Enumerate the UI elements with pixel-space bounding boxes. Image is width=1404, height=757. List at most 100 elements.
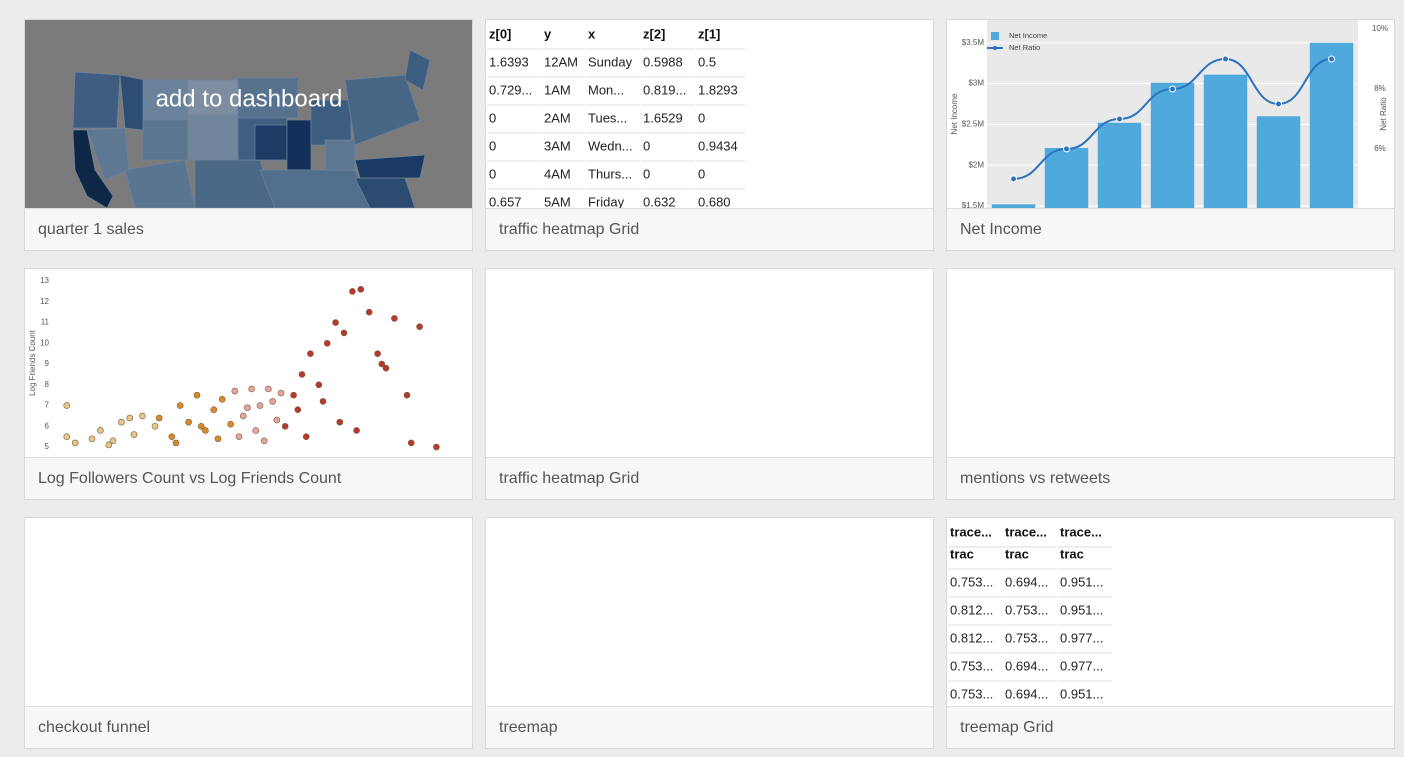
scatter-point xyxy=(315,381,323,389)
y-tick-label: 6% xyxy=(1374,144,1386,153)
scatter-point xyxy=(235,433,243,440)
header-cell: trace... xyxy=(950,524,992,539)
table-cell: 0 xyxy=(489,138,496,153)
card-title[interactable]: traffic heatmap Grid xyxy=(486,457,933,499)
scatter-point xyxy=(256,402,264,409)
table-cell: 0.753... xyxy=(950,658,993,673)
table-cell: Wedn... xyxy=(588,138,633,153)
card-title[interactable]: quarter 1 sales xyxy=(25,208,472,250)
table-cell: 0.977... xyxy=(1060,630,1103,645)
scatter-point xyxy=(210,406,218,413)
line-marker xyxy=(1328,55,1335,63)
header-cell: trace... xyxy=(1005,524,1047,539)
table-cell: 2AM xyxy=(544,110,571,125)
scatter-point xyxy=(336,418,344,426)
legend-swatch xyxy=(991,32,999,40)
table-cell: 0.753... xyxy=(1005,630,1048,645)
table-cell: 1.6393 xyxy=(489,54,529,69)
card-title[interactable]: checkout funnel xyxy=(25,706,472,748)
table-cell: 0.657 xyxy=(489,194,522,208)
overlay-text[interactable]: add to dashboard xyxy=(156,85,343,112)
scatter-point xyxy=(391,315,398,322)
card-title[interactable]: treemap xyxy=(486,706,933,748)
y-tick-label: 9 xyxy=(45,359,50,368)
table-cell: 0.951... xyxy=(1060,602,1103,617)
table-cell: 0.694... xyxy=(1005,574,1048,589)
y-tick-label: 7 xyxy=(45,401,50,410)
scatter-point xyxy=(302,433,310,440)
scatter-point xyxy=(63,433,71,440)
scatter-point xyxy=(88,435,96,443)
table-cell: 12AM xyxy=(544,54,578,69)
table-cell: 0.694... xyxy=(1005,658,1048,673)
bar xyxy=(1203,74,1248,208)
card[interactable]: treemap xyxy=(485,517,934,749)
card-title[interactable]: Log Followers Count vs Log Friends Count xyxy=(25,457,472,499)
scatter-point xyxy=(239,412,247,420)
scatter-point xyxy=(126,414,134,422)
y-axis-title: Log Friends Count xyxy=(28,329,37,396)
table-thumbnail[interactable]: trace... trace... trace... trac trac trac 0.75… xyxy=(947,518,1394,706)
card[interactable]: add to dashboard quarter 1 sales xyxy=(24,19,473,251)
table-cell: 0 xyxy=(698,110,705,125)
card[interactable]: traffic heatmap Grid xyxy=(485,268,934,500)
y-axis-title: Net Income xyxy=(950,93,959,134)
y-tick-label: 6 xyxy=(45,421,50,430)
scatter-point xyxy=(118,418,125,426)
scatter-point xyxy=(172,439,180,447)
header-cell: trace... xyxy=(1060,524,1102,539)
card-title[interactable]: Net Income xyxy=(947,208,1394,250)
scatter-point xyxy=(260,437,268,445)
scatter-point xyxy=(340,329,348,337)
scatter-point xyxy=(403,391,411,399)
scatter-point xyxy=(290,391,297,399)
chart-thumbnail[interactable]: 5 6 7 8 9 10 11 12 13 Log Friends Count xyxy=(25,269,472,457)
scatter-point xyxy=(416,323,423,330)
line-marker xyxy=(1116,115,1123,123)
line-marker xyxy=(1275,100,1282,108)
table-cell: 0.753... xyxy=(1005,602,1048,617)
scatter-point xyxy=(298,371,306,378)
scatter-point xyxy=(365,308,373,316)
header-cell: z[0] xyxy=(489,26,511,41)
table-cell: 1.6529 xyxy=(643,110,683,125)
y-tick-label: $1.5M xyxy=(962,201,985,208)
chart-thumbnail[interactable] xyxy=(25,518,472,706)
scatter-point xyxy=(307,350,314,357)
table-cell: Mon... xyxy=(588,82,624,97)
card[interactable]: 5 6 7 8 9 10 11 12 13 Log Friends Count Log Follo… xyxy=(24,268,473,500)
card-title[interactable]: treemap Grid xyxy=(947,706,1394,748)
header-cell: z[2] xyxy=(643,26,665,41)
scatter-point xyxy=(105,441,113,449)
scatter-point xyxy=(71,439,79,447)
scatter-point xyxy=(151,422,159,430)
table-cell: 0.812... xyxy=(950,630,993,645)
card[interactable]: trace... trace... trace... trac trac trac 0.75… xyxy=(946,517,1395,749)
scatter-point xyxy=(294,406,302,413)
chart-thumbnail[interactable] xyxy=(947,269,1394,457)
card[interactable]: $1.5M $2M $2.5M $3M $3.5M 6% 8% 10% Net Income Ne… xyxy=(946,19,1395,251)
table-cell: Friday xyxy=(588,194,625,208)
scatter-point xyxy=(357,286,365,293)
scatter-point xyxy=(273,416,281,424)
card[interactable]: mentions vs retweets xyxy=(946,268,1395,500)
table-cell: 0.819... xyxy=(643,82,686,97)
card-title[interactable]: mentions vs retweets xyxy=(947,457,1394,499)
line-marker xyxy=(1063,145,1070,153)
chart-thumbnail[interactable] xyxy=(486,518,933,706)
scatter-point xyxy=(378,360,386,368)
table-cell: 0.812... xyxy=(950,602,993,617)
table-cell: 3AM xyxy=(544,138,571,153)
legend-label: Net Income xyxy=(1009,31,1047,40)
map-thumbnail[interactable]: add to dashboard xyxy=(25,20,472,208)
card-title[interactable]: traffic heatmap Grid xyxy=(486,208,933,250)
table-thumbnail[interactable]: z[0] y x z[2] z[1] 1.6393 12AM Sunday 0.5988 0.5 0… xyxy=(486,20,933,208)
scatter-point xyxy=(433,443,440,451)
y-tick-label: 10% xyxy=(1372,24,1388,33)
chart-thumbnail[interactable]: $1.5M $2M $2.5M $3M $3.5M 6% 8% 10% Net Income Ne… xyxy=(947,20,1394,208)
card[interactable]: checkout funnel xyxy=(24,517,473,749)
y-tick-label: $2.5M xyxy=(962,120,985,129)
chart-thumbnail[interactable] xyxy=(486,269,933,457)
card[interactable]: z[0] y x z[2] z[1] 1.6393 12AM Sunday 0.5988 0.5 0… xyxy=(485,19,934,251)
